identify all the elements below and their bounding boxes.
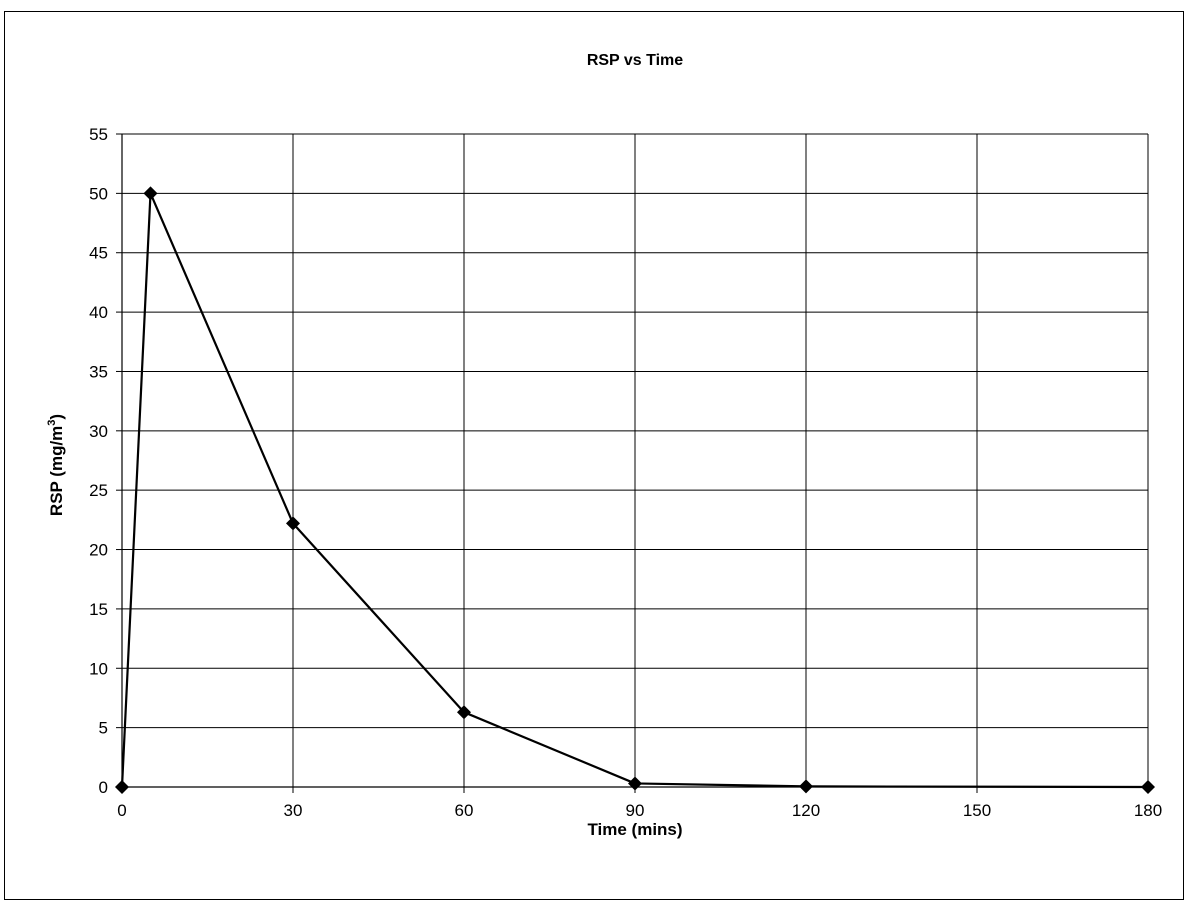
data-point-marker bbox=[115, 780, 129, 794]
x-axis-label: Time (mins) bbox=[587, 820, 682, 839]
data-point-marker bbox=[286, 516, 300, 531]
y-axis-label: RSP (mg/m3) bbox=[46, 414, 66, 516]
tick-labels: 0 5 10 15 20 25 30 35 40 45 50 55 0 30 60 90 120 150 180 bbox=[89, 125, 1162, 820]
y-tick-label: 15 bbox=[89, 600, 108, 619]
x-tick-label: 120 bbox=[792, 801, 820, 820]
grid-lines bbox=[122, 133, 1149, 787]
data-point-marker bbox=[628, 776, 642, 791]
chart-title: RSP vs Time bbox=[587, 52, 683, 69]
x-tick-label: 0 bbox=[117, 801, 126, 820]
y-axis-label-close: ) bbox=[47, 414, 66, 420]
x-tick-label: 90 bbox=[626, 801, 645, 820]
data-point-marker bbox=[457, 705, 471, 720]
y-tick-label: 55 bbox=[89, 125, 108, 144]
y-tick-label: 20 bbox=[89, 541, 108, 560]
y-axis-label-superscript: 3 bbox=[46, 420, 58, 426]
axes bbox=[116, 133, 1149, 793]
y-tick-label: 35 bbox=[89, 362, 108, 381]
x-tick-label: 150 bbox=[963, 801, 991, 820]
y-tick-label: 0 bbox=[99, 778, 108, 797]
data-point-marker bbox=[143, 186, 158, 201]
y-tick-label: 45 bbox=[89, 244, 108, 263]
x-tick-label: 60 bbox=[455, 801, 474, 820]
data-point-marker bbox=[1141, 780, 1155, 794]
y-tick-label: 50 bbox=[89, 184, 108, 203]
chart-frame bbox=[4, 11, 1184, 900]
y-tick-label: 25 bbox=[89, 481, 108, 500]
x-tick-label: 180 bbox=[1134, 801, 1162, 820]
y-tick-label: 30 bbox=[89, 422, 108, 441]
y-tick-label: 5 bbox=[99, 719, 108, 738]
y-axis-label-main: RSP (mg/m bbox=[47, 426, 66, 516]
series-group bbox=[115, 186, 1155, 794]
y-tick-label: 40 bbox=[89, 303, 108, 322]
y-tick-label: 10 bbox=[89, 659, 108, 678]
data-point-marker bbox=[799, 779, 813, 794]
x-tick-label: 30 bbox=[284, 801, 303, 820]
